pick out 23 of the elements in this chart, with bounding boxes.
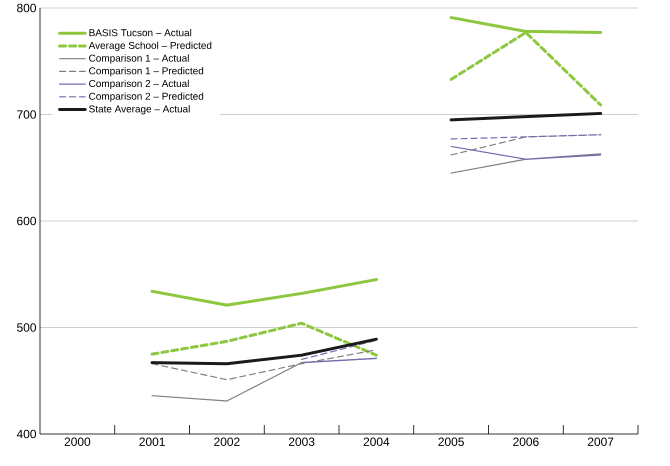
legend-label: Comparison 2 – Predicted xyxy=(89,92,204,102)
y-tick-label: 600 xyxy=(17,216,36,226)
legend-label: Comparison 1 – Predicted xyxy=(89,67,204,76)
x-tick-label: 2003 xyxy=(288,438,314,446)
y-tick-label: 400 xyxy=(16,430,36,438)
x-tick-label: 2005 xyxy=(438,438,464,446)
x-tick-label: 2001 xyxy=(139,438,165,446)
legend-label: Average School – Predicted xyxy=(88,42,212,51)
y-tick-label: 500 xyxy=(17,323,36,332)
line-series xyxy=(150,278,378,307)
x-tick-label: 2002 xyxy=(214,438,240,446)
legend-label: Comparison 2 – Actual xyxy=(89,80,189,90)
y-tick-label: 800 xyxy=(17,4,36,12)
x-tick-label: 2000 xyxy=(64,438,90,446)
legend-label: BASIS Tucson – Actual xyxy=(89,28,192,36)
legend-label: State Average – Actual xyxy=(89,105,190,114)
legend-label: Comparison 1 – Actual xyxy=(89,54,189,64)
x-tick-label: 2007 xyxy=(588,438,614,446)
x-tick-label: 2004 xyxy=(364,438,390,446)
line-series xyxy=(150,322,378,357)
x-tick-label: 2006 xyxy=(513,438,539,446)
y-tick-label: 700 xyxy=(17,110,36,119)
line-series xyxy=(150,338,378,366)
